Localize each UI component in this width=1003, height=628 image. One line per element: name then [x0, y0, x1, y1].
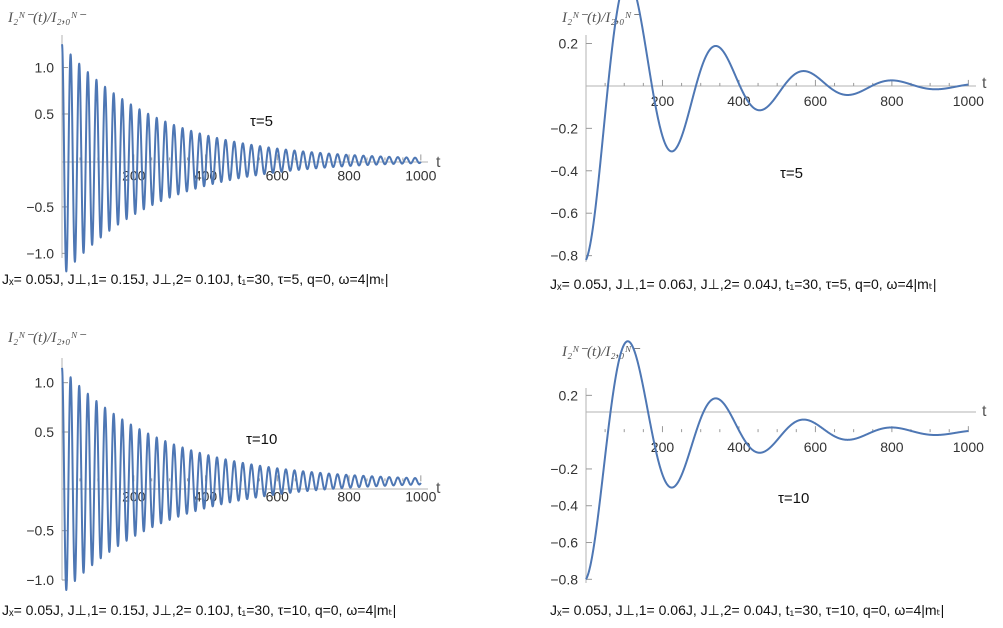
- y-ticks: −1.0 −0.5 0.5 1.0: [26, 60, 68, 261]
- y-tick-label: −0.5: [26, 199, 54, 215]
- y-tick-label: −0.8: [550, 571, 578, 587]
- x-tick-label: 1000: [405, 488, 436, 504]
- chart-panel-top-right: I₂ᴺ⁻(t)/I₂,₀ᴺ⁻ 200 400 600 800 1000 −0.8 −0.6…: [530, 0, 1000, 300]
- tau-annotation: τ=5: [250, 113, 273, 130]
- y-tick-label: 1.0: [35, 375, 55, 391]
- x-tick-label: 600: [266, 167, 290, 183]
- y-tick-label: 0.2: [559, 387, 579, 403]
- chart-svg: I₂ᴺ⁻(t)/I₂,₀ᴺ⁻ 200 400 600 800 1000 −0.8−0.6…: [550, 340, 987, 618]
- y-axis-title: I₂ᴺ⁻(t)/I₂,₀ᴺ⁻: [7, 330, 86, 346]
- x-ticks: 200 400 600 800 1000: [604, 79, 984, 109]
- y-tick-label: 0.5: [35, 106, 55, 122]
- parameter-caption: Jₓ= 0.05J, J⊥,1= 0.06J, J⊥,2= 0.04J, t₁=…: [550, 276, 937, 292]
- y-ticks: −0.8 −0.6 −0.4 −0.2 0.2: [550, 387, 592, 587]
- x-ticks: 200 400 600 800 1000: [604, 426, 984, 455]
- x-tick-label: 800: [880, 439, 904, 455]
- x-tick-label: 800: [337, 488, 361, 504]
- x-axis-title: t: [436, 480, 441, 497]
- chart-svg: I₂ᴺ⁻(t)/I₂,₀ᴺ⁻ 200 400 600 800 1000 −1.0−0.5…: [2, 10, 441, 287]
- y-tick-label: −0.4: [550, 163, 578, 179]
- chart-panel-bottom-right: I₂ᴺ⁻(t)/I₂,₀ᴺ⁻ 200 400 600 800 1000 −0.8 −0.6…: [530, 318, 1000, 623]
- y-tick-label: 0.5: [35, 424, 55, 440]
- tau-annotation: τ=10: [778, 490, 809, 507]
- tau-annotation: τ=10: [246, 431, 277, 448]
- parameter-caption: Jₓ= 0.05J, J⊥,1= 0.06J, J⊥,2= 0.04J, t₁=…: [550, 602, 944, 618]
- y-tick-label: −0.2: [550, 461, 578, 477]
- tau-annotation: τ=5: [780, 165, 803, 182]
- x-tick-label: 600: [804, 93, 828, 109]
- series-line: [61, 44, 422, 273]
- y-ticks: −0.8 −0.6 −0.4 −0.2 0.2: [550, 35, 592, 264]
- series-line: [585, 340, 970, 580]
- y-tick-label: −0.2: [550, 120, 578, 136]
- x-tick-label: 800: [880, 93, 904, 109]
- parameter-caption: Jₓ= 0.05J, J⊥,1= 0.15J, J⊥,2= 0.10J, t₁=…: [2, 602, 396, 618]
- y-axis-title: I₂ᴺ⁻(t)/I₂,₀ᴺ⁻: [561, 10, 640, 26]
- y-tick-label: −0.6: [550, 205, 578, 221]
- x-tick-label: 600: [804, 439, 828, 455]
- y-tick-label: −1.0: [26, 245, 54, 261]
- y-tick-label: −0.5: [26, 523, 54, 539]
- x-tick-label: 400: [727, 439, 751, 455]
- y-tick-label: 0.2: [559, 35, 579, 51]
- x-tick-label: 600: [266, 488, 290, 504]
- chart-svg: I₂ᴺ⁻(t)/I₂,₀ᴺ⁻ 200 400 600 800 1000 −1.0−0.5…: [2, 330, 441, 618]
- chart-svg: I₂ᴺ⁻(t)/I₂,₀ᴺ⁻ 200 400 600 800 1000 −0.8−0.6…: [550, 0, 987, 292]
- chart-panel-top-left: I₂ᴺ⁻(t)/I₂,₀ᴺ⁻ 200 400 600 800 1000 −1.0 −0.5…: [0, 0, 470, 300]
- x-tick-label: 800: [337, 167, 361, 183]
- y-axis-title: I₂ᴺ⁻(t)/I₂,₀ᴺ⁻: [561, 344, 640, 360]
- y-tick-label: 1.0: [35, 60, 55, 76]
- x-axis-title: t: [982, 403, 987, 420]
- y-tick-label: −0.6: [550, 535, 578, 551]
- y-axis-title: I₂ᴺ⁻(t)/I₂,₀ᴺ⁻: [7, 10, 86, 26]
- x-tick-label: 1000: [405, 167, 436, 183]
- x-tick-label: 200: [651, 93, 675, 109]
- x-tick-label: 1000: [953, 439, 984, 455]
- y-tick-label: −0.4: [550, 498, 578, 514]
- x-axis-title: t: [982, 75, 987, 92]
- chart-panel-bottom-left: I₂ᴺ⁻(t)/I₂,₀ᴺ⁻ 200 400 600 800 1000 −1.0 −0.5…: [0, 318, 470, 623]
- y-tick-label: −1.0: [26, 572, 54, 588]
- x-tick-label: 1000: [953, 93, 984, 109]
- y-tick-label: −0.8: [550, 248, 578, 264]
- parameter-caption: Jₓ= 0.05J, J⊥,1= 0.15J, J⊥,2= 0.10J, t₁=…: [2, 271, 389, 287]
- series-line: [585, 0, 970, 261]
- series-line: [61, 367, 422, 591]
- x-axis-title: t: [436, 154, 441, 171]
